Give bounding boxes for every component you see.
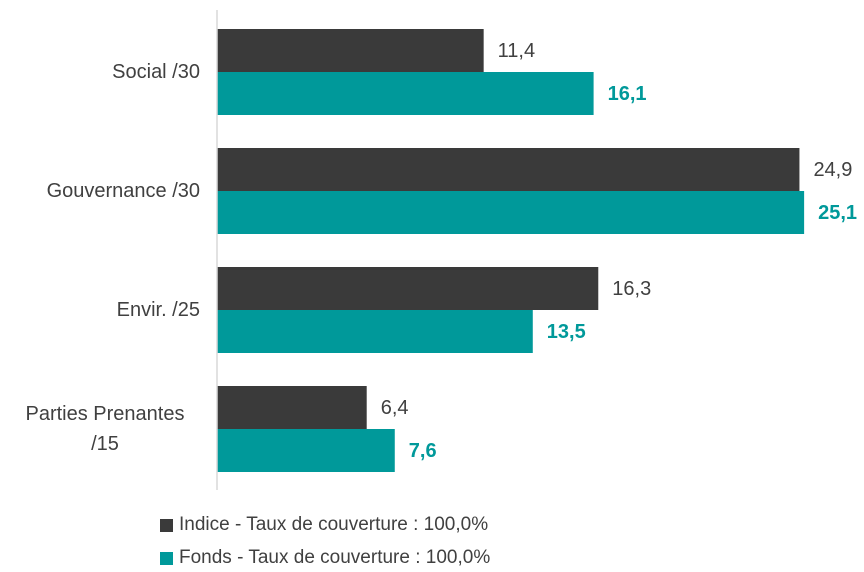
category-text: Envir. /25 (116, 299, 200, 321)
value-label: 6,4 (381, 397, 409, 419)
value-label: 7,6 (409, 440, 437, 462)
category-label: Parties Prenantes /15 (0, 386, 200, 472)
bar (217, 429, 395, 472)
category-text: Parties Prenantes /15 (25, 403, 185, 455)
category-text: Gouvernance /30 (46, 180, 200, 202)
bar (217, 310, 533, 353)
bar (217, 386, 367, 429)
value-label: 24,9 (813, 159, 852, 181)
legend-label: Fonds - Taux de couverture : 100,0% (179, 547, 491, 568)
value-label: 25,1 (818, 202, 857, 224)
legend-swatch (160, 518, 173, 532)
category-text: Social /30 (112, 61, 200, 83)
legend-swatch (160, 551, 173, 565)
bar (217, 72, 594, 115)
bar (217, 29, 484, 72)
legend-entry: Indice - Taux de couverture : 100,0% (160, 514, 488, 536)
value-label: 16,3 (612, 278, 651, 300)
legend-label: Indice - Taux de couverture : 100,0% (179, 514, 489, 535)
bar (217, 191, 805, 234)
category-label: Social /30 (0, 29, 200, 115)
bar (217, 148, 800, 191)
legend-entry: Fonds - Taux de couverture : 100,0% (160, 547, 490, 569)
category-label: Envir. /25 (0, 267, 200, 353)
value-label: 11,4 (498, 40, 535, 62)
value-label: 13,5 (547, 321, 586, 343)
value-label: 16,1 (608, 83, 647, 105)
bar (217, 267, 599, 310)
category-label: Gouvernance /30 (0, 148, 200, 234)
